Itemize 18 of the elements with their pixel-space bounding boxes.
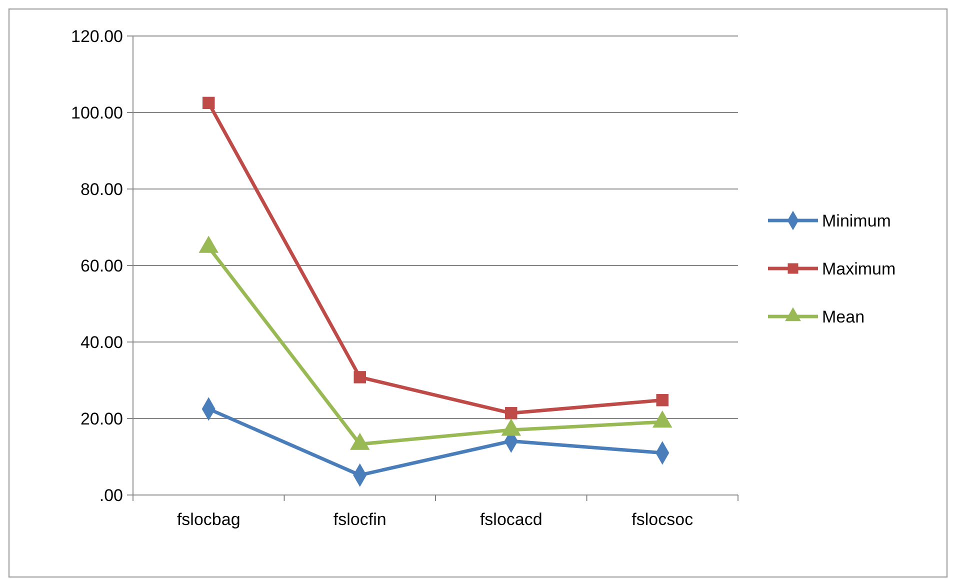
point [202, 96, 215, 110]
x-tick-label: fslocfin [333, 510, 386, 529]
point [505, 407, 518, 420]
point [354, 371, 366, 384]
y-tick-label: 40.00 [80, 332, 123, 352]
x-tick-label: fslocacd [480, 510, 542, 529]
y-tick-label: 60.00 [80, 256, 123, 276]
legend-label: Minimum [822, 211, 891, 230]
x-tick-label: fslocsoc [632, 510, 694, 529]
x-tick-label: fslocbag [176, 510, 240, 529]
legend-label: Mean [822, 307, 865, 326]
y-tick-label: 20.00 [80, 409, 123, 428]
y-tick-label: 100.00 [71, 103, 123, 122]
y-tick-label: .00 [99, 486, 123, 505]
y-tick-label: 120.00 [71, 26, 123, 46]
y-tick-label: 80.00 [80, 180, 123, 199]
legend-label: Maximum [822, 259, 896, 278]
point [656, 394, 668, 406]
